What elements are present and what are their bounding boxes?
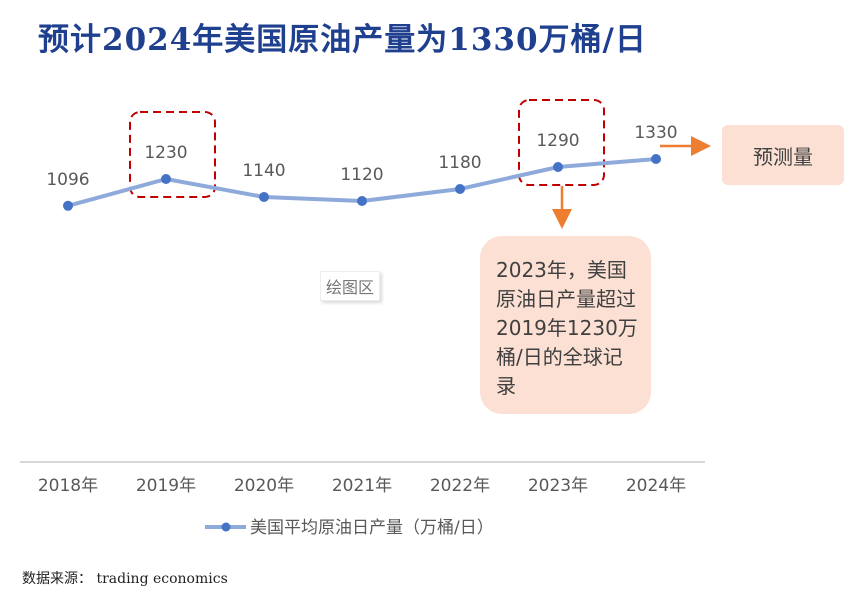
chart-title: 预计2024年美国原油产量为1330万桶/日 xyxy=(38,22,647,58)
note-callout: 2023年，美国原油日产量超过2019年1230万桶/日的全球记录 xyxy=(480,236,651,414)
data-label-2023年: 1290 xyxy=(536,131,579,151)
plot-area-tooltip: 绘图区 xyxy=(320,271,381,301)
data-point-2023年 xyxy=(553,162,563,172)
x-tick-label-2023年: 2023年 xyxy=(528,476,588,496)
legend-label: 美国平均原油日产量（万桶/日） xyxy=(250,518,494,538)
x-tick-label-2024年: 2024年 xyxy=(626,476,686,496)
legend-marker xyxy=(221,522,231,532)
highlight-box-2023 xyxy=(518,99,605,186)
data-point-2019年 xyxy=(161,174,171,184)
data-point-2018年 xyxy=(63,200,73,211)
data-point-2024年 xyxy=(651,154,661,164)
x-tick-label-2018年: 2018年 xyxy=(38,476,98,496)
data-label-2021年: 1120 xyxy=(340,165,383,185)
data-point-2020年 xyxy=(259,192,269,202)
x-tick-label-2021年: 2021年 xyxy=(332,476,392,496)
data-label-2024年: 1330 xyxy=(634,123,677,143)
data-source: 数据来源： trading economics xyxy=(22,571,228,587)
data-point-2021年 xyxy=(357,196,367,206)
data-label-2020年: 1140 xyxy=(242,161,285,181)
x-tick-label-2022年: 2022年 xyxy=(430,476,490,496)
x-tick-label-2020年: 2020年 xyxy=(234,476,294,496)
forecast-callout: 预测量 xyxy=(722,125,844,185)
data-label-2022年: 1180 xyxy=(438,153,481,173)
data-point-2022年 xyxy=(455,184,465,194)
data-label-2018年: 1096 xyxy=(46,170,89,190)
x-tick-label-2019年: 2019年 xyxy=(136,476,196,496)
highlight-box-2019 xyxy=(129,111,216,198)
data-label-2019年: 1230 xyxy=(144,143,187,163)
